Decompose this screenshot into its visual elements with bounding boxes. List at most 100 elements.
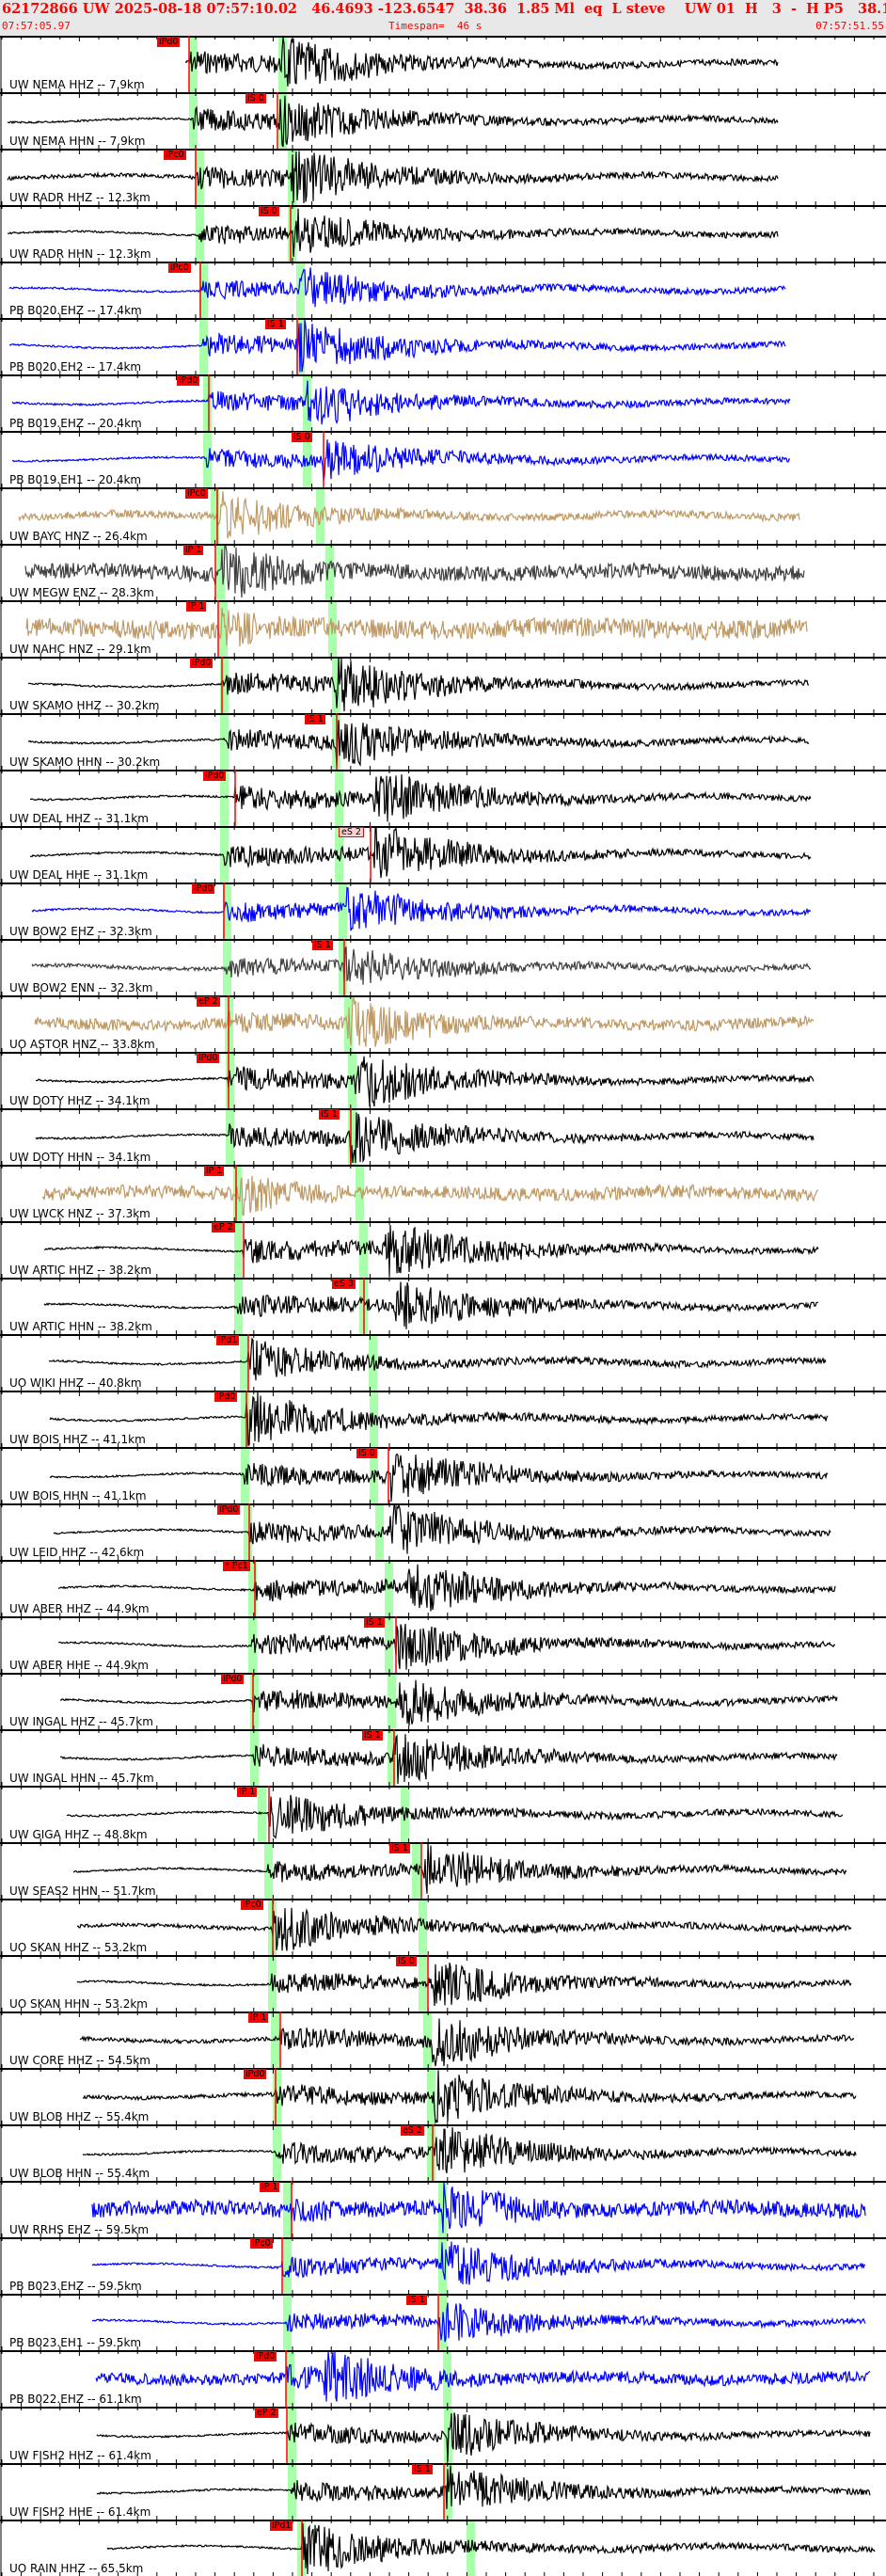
s-pick-flag[interactable]: iS 0 xyxy=(292,432,312,442)
trace-row[interactable]: iPc0 UW RADR HHZ -- 12.3km xyxy=(0,149,886,205)
trace-row[interactable]: iPd0 UW DOTY HHZ -- 34.1km xyxy=(0,1052,886,1108)
trace-row[interactable]: iPc0 UW BAYC HNZ -- 26.4km xyxy=(0,487,886,544)
seismogram-trace[interactable] xyxy=(0,657,886,713)
seismogram-trace[interactable] xyxy=(0,1729,886,1786)
trace-row[interactable]: * Pc1 UW ABER HHZ -- 44.9km xyxy=(0,1560,886,1616)
trace-row[interactable]: eS 2 UW DEAL HHE -- 31.1km xyxy=(0,826,886,883)
p-pick-flag[interactable]: iP 1 xyxy=(260,2182,280,2192)
p-pick-flag[interactable]: iPd0 xyxy=(244,2069,267,2079)
s-pick-flag[interactable]: iS 1 xyxy=(412,2464,433,2474)
trace-row[interactable]: iPd0 UW BLOB HHZ -- 55.4km xyxy=(0,2068,886,2124)
p-pick-flag[interactable]: eP 2 xyxy=(197,996,220,1007)
seismogram-trace[interactable] xyxy=(0,487,886,544)
seismogram-trace[interactable] xyxy=(0,205,886,262)
seismogram-trace[interactable] xyxy=(0,431,886,487)
seismogram-trace[interactable] xyxy=(0,2350,886,2407)
p-pick-flag[interactable]: iPd0 xyxy=(203,771,227,781)
trace-row[interactable]: iPd0 PB B022.EHZ -- 61.1km xyxy=(0,2350,886,2407)
seismogram-trace[interactable] xyxy=(0,1955,886,2012)
s-pick-flag[interactable]: iS 0 xyxy=(396,1956,417,1966)
trace-row[interactable]: iP 1 UW RRHS EHZ -- 59.5km xyxy=(0,2181,886,2237)
p-pick-flag[interactable]: eP 2 xyxy=(212,1222,235,1232)
seismogram-trace[interactable] xyxy=(0,1447,886,1503)
seismogram-trace[interactable] xyxy=(0,939,886,995)
trace-row[interactable]: iPd1 UO RAIN HHZ -- 65.5km xyxy=(0,2520,886,2576)
s-pick-flag[interactable]: iS 1 xyxy=(364,1617,385,1628)
s-pick-flag[interactable]: iS 1 xyxy=(389,1843,410,1853)
trace-row[interactable]: iP 1 UW MEGW ENZ -- 28.3km xyxy=(0,544,886,600)
p-pick-flag[interactable]: iPd0 xyxy=(197,1053,220,1063)
p-pick-flag[interactable]: iP 1 xyxy=(248,2012,269,2023)
s-pick-flag[interactable]: eS 3 xyxy=(332,1279,356,1289)
s-pick-flag[interactable]: iS 0 xyxy=(356,1448,377,1458)
seismogram-trace[interactable] xyxy=(0,36,886,92)
trace-row[interactable]: eP 2 UW ARTIC HHZ -- 38.2km xyxy=(0,1221,886,1278)
trace-row[interactable]: iPc0 PB B020.EHZ -- 17.4km xyxy=(0,262,886,318)
s-pick-flag[interactable]: iS 1 xyxy=(312,940,333,950)
trace-row[interactable]: iP 1 UW LWCK HNZ -- 37.3km xyxy=(0,1165,886,1221)
trace-row[interactable]: iS 0 PB B019.EH1 -- 20.4km xyxy=(0,431,886,487)
trace-row[interactable]: iS 1 UW FISH2 HHE -- 61.4km xyxy=(0,2463,886,2520)
trace-row[interactable]: iS 1 PB B020.EH2 -- 17.4km xyxy=(0,318,886,374)
trace-row[interactable]: iPd0 UW BOW2 EHZ -- 32.3km xyxy=(0,883,886,939)
trace-row[interactable]: iPc0 UO SKAN HHZ -- 53.2km xyxy=(0,1899,886,1955)
s-pick-flag[interactable]: iS 1 xyxy=(319,1109,340,1120)
s-pick-flag[interactable]: eS 2 xyxy=(401,2125,424,2136)
trace-row[interactable]: iPc0 PB B023.EHZ -- 59.5km xyxy=(0,2237,886,2294)
seismogram-trace[interactable] xyxy=(0,1108,886,1165)
seismogram-trace[interactable] xyxy=(0,1165,886,1221)
p-pick-flag[interactable]: iPd0 xyxy=(214,1391,238,1402)
trace-row[interactable]: iP 1 UW NAHC HNZ -- 29.1km xyxy=(0,600,886,657)
trace-row[interactable]: eS 3 UW ARTIC HHN -- 38.2km xyxy=(0,1278,886,1334)
seismogram-trace[interactable] xyxy=(0,600,886,657)
trace-row[interactable]: iPd0 UW NEMA HHZ -- 7.9km xyxy=(0,36,886,92)
p-pick-flag[interactable]: iP 1 xyxy=(183,545,204,555)
p-pick-flag[interactable]: iPd0 xyxy=(177,375,200,386)
seismogram-trace[interactable] xyxy=(0,1786,886,1842)
p-pick-flag[interactable]: iP 1 xyxy=(237,1787,258,1797)
p-pick-flag[interactable]: iPc0 xyxy=(164,150,186,160)
p-pick-flag[interactable]: iPd0 xyxy=(254,2351,277,2361)
trace-row[interactable]: iPd0 UW LEID HHZ -- 42.6km xyxy=(0,1503,886,1560)
s-pick-flag[interactable]: eS 2 xyxy=(339,827,364,837)
p-pick-flag[interactable]: iPd1 xyxy=(270,2520,293,2531)
p-pick-flag[interactable]: iPd0 xyxy=(157,37,181,47)
p-pick-flag[interactable]: iP 1 xyxy=(204,1166,225,1176)
p-pick-flag[interactable]: iP 1 xyxy=(186,601,207,612)
trace-row[interactable]: iS 0 UW NEMA HHN -- 7.9km xyxy=(0,92,886,149)
seismogram-trace[interactable] xyxy=(0,2181,886,2237)
seismogram-trace[interactable] xyxy=(0,770,886,826)
seismogram-trace[interactable] xyxy=(0,1560,886,1616)
p-pick-flag[interactable]: iPd0 xyxy=(190,658,214,668)
trace-row[interactable]: iPd1 UO WIKI HHZ -- 40.8km xyxy=(0,1334,886,1391)
p-pick-flag[interactable]: iPc0 xyxy=(250,2238,273,2249)
trace-row[interactable]: iS 1 UW BOW2 ENN -- 32.3km xyxy=(0,939,886,995)
s-pick-flag[interactable]: iS 0 xyxy=(245,93,266,103)
s-pick-flag[interactable]: iS 1 xyxy=(406,2295,427,2305)
trace-row[interactable]: iS 0 UW BOIS HHN -- 41.1km xyxy=(0,1447,886,1503)
seismogram-trace[interactable] xyxy=(0,1673,886,1729)
seismogram-trace[interactable] xyxy=(0,262,886,318)
seismogram-trace[interactable] xyxy=(0,1278,886,1334)
p-pick-flag[interactable]: iPd0 xyxy=(221,1674,245,1684)
seismogram-trace[interactable] xyxy=(0,713,886,770)
trace-row[interactable]: iPd0 UW BOIS HHZ -- 41.1km xyxy=(0,1391,886,1447)
trace-row[interactable]: eP 2 UW FISH2 HHZ -- 61.4km xyxy=(0,2407,886,2463)
p-pick-flag[interactable]: iPd0 xyxy=(192,883,215,894)
p-pick-flag[interactable]: iPc0 xyxy=(185,488,208,499)
trace-row[interactable]: iS 1 UW INGAL HHN -- 45.7km xyxy=(0,1729,886,1786)
seismogram-trace[interactable] xyxy=(0,2237,886,2294)
p-pick-flag[interactable]: * Pc1 xyxy=(223,1561,250,1571)
p-pick-flag[interactable]: iPc0 xyxy=(241,1900,263,1910)
trace-row[interactable]: iPd0 UW SKAMO HHZ -- 30.2km xyxy=(0,657,886,713)
trace-row[interactable]: iS 1 UW SKAMO HHN -- 30.2km xyxy=(0,713,886,770)
s-pick-flag[interactable]: iS 1 xyxy=(305,714,325,724)
seismogram-trace[interactable] xyxy=(0,149,886,205)
seismogram-trace[interactable] xyxy=(0,2012,886,2068)
s-pick-flag[interactable]: iS 0 xyxy=(259,206,279,216)
trace-row[interactable]: iS 0 UO SKAN HHN -- 53.2km xyxy=(0,1955,886,2012)
trace-row[interactable]: iPd0 PB B019.EHZ -- 20.4km xyxy=(0,374,886,431)
s-pick-flag[interactable]: iS 1 xyxy=(362,1730,383,1741)
trace-row[interactable]: iS 1 UW DOTY HHN -- 34.1km xyxy=(0,1108,886,1165)
trace-row[interactable]: iS 0 UW RADR HHN -- 12.3km xyxy=(0,205,886,262)
